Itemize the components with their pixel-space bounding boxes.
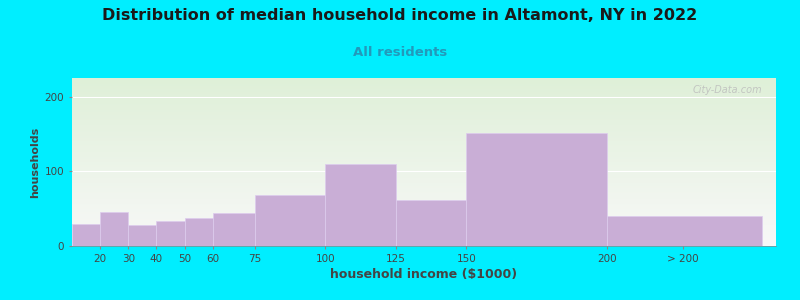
Text: City-Data.com: City-Data.com [692,85,762,95]
Bar [326,164,396,246]
Bar [100,212,128,246]
Bar [607,216,762,246]
Bar [213,213,255,246]
Bar [466,133,607,246]
Bar [72,224,100,246]
Bar [255,195,326,246]
Bar [185,218,213,246]
Y-axis label: households: households [30,126,41,198]
X-axis label: household income ($1000): household income ($1000) [330,268,518,281]
Text: Distribution of median household income in Altamont, NY in 2022: Distribution of median household income … [102,8,698,22]
Bar [396,200,466,246]
Bar [128,225,157,246]
Bar [157,220,185,246]
Text: All residents: All residents [353,46,447,59]
